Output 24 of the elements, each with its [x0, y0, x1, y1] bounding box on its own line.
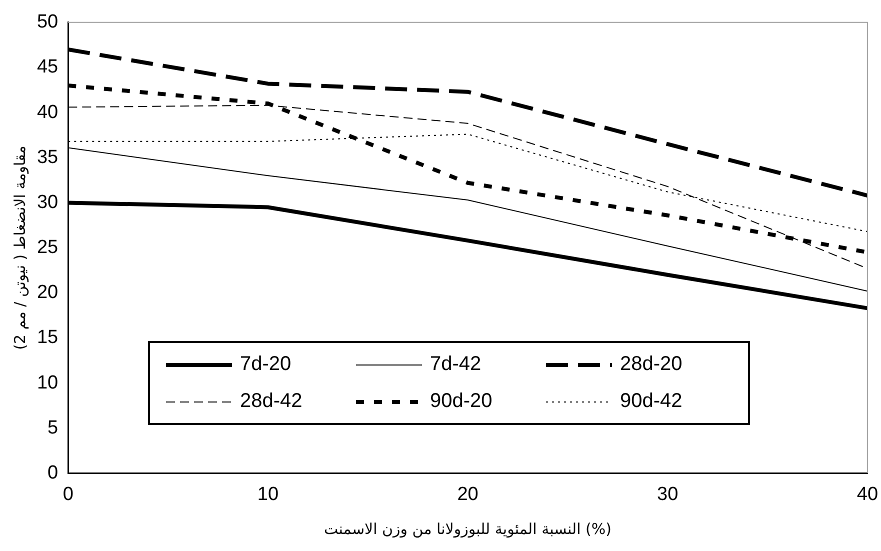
legend-label: 90d-42	[620, 390, 682, 413]
y-tick-label: 35	[36, 146, 58, 168]
legend-label: 7d-42	[430, 353, 482, 376]
y-tick-label: 20	[36, 282, 58, 304]
legend-label: 90d-20	[430, 390, 492, 413]
x-tick-label: 40	[856, 484, 878, 505]
y-tick-label: 30	[36, 192, 58, 213]
legend-label: 28d-20	[620, 353, 682, 376]
y-tick-label: 40	[36, 102, 58, 123]
y-tick-label: 0	[48, 462, 58, 484]
y-tick-label: 25	[36, 237, 58, 258]
legend-label: 7d-20	[240, 353, 292, 376]
y-tick-label: 45	[36, 56, 58, 78]
x-axis-title: النسبة المئوية للبوزولانا من وزن الاسمنت (%)	[324, 520, 612, 538]
x-tick-label: 30	[657, 484, 678, 505]
y-tick-label: 5	[48, 417, 58, 438]
x-tick-label: 0	[62, 484, 74, 505]
y-tick-label: 50	[36, 12, 58, 33]
y-axis-title: مقاومة الانضغاط ( نيوتن / مم 2)	[10, 146, 29, 350]
y-tick-label: 15	[36, 327, 58, 348]
x-tick-label: 20	[457, 484, 478, 505]
x-tick-label: 10	[257, 484, 279, 505]
y-tick-label: 10	[36, 372, 58, 394]
legend-label: 28d-42	[240, 390, 302, 413]
